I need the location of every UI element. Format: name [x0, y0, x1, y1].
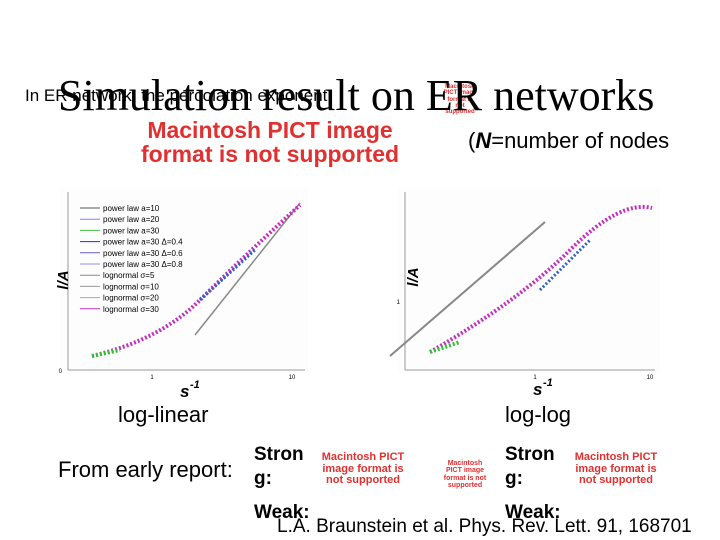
x-axis-label: s — [180, 382, 189, 401]
y-tick-label: 1 — [397, 300, 401, 306]
note-symbol: N — [475, 128, 492, 153]
y-axis-label: l/A — [405, 267, 422, 286]
legend-label: lognormal σ=30 — [103, 305, 159, 314]
legend-label: power law a=30 Δ=0.6 — [103, 249, 183, 258]
x-tick-label: 1 — [533, 375, 537, 381]
subtitle: In ER network, the percolation exponent — [25, 86, 328, 105]
curve — [91, 203, 302, 358]
legend-label: power law a=30 Δ=0.8 — [103, 260, 183, 269]
legend-label: lognormal σ=5 — [103, 271, 155, 280]
pict-placeholder: Macintosh PICT image format is not suppo… — [321, 451, 405, 487]
legend-label: power law a=20 — [103, 215, 160, 224]
x-tick-label: 10 — [289, 375, 296, 381]
legend-label: power law a=30 Δ=0.4 — [103, 238, 183, 247]
y-tick-label: 0 — [59, 369, 63, 375]
note-text: ( — [468, 128, 476, 153]
strong-label: Strong: — [254, 444, 304, 489]
right-plot: 1 1 10 l/A s -1 — [389, 188, 660, 399]
pict-placeholder: Macintosh PICT image format is not suppo… — [443, 460, 487, 490]
legend: power law a=10 power law a=20 power law a=… — [80, 204, 183, 314]
y-axis-label: l/A — [55, 270, 72, 289]
x-axis-label: s — [533, 380, 542, 399]
x-axis-label-exponent: -1 — [543, 377, 553, 389]
plot-frame — [60, 188, 308, 373]
legend-label: lognormal σ=20 — [103, 294, 159, 303]
pict-placeholder: Macintosh PICT image format is not suppo… — [140, 117, 400, 168]
caption: log-linear — [118, 402, 209, 427]
caption: log-log — [505, 402, 572, 427]
strong-label: Strong: — [505, 444, 555, 489]
legend-label: power law a=10 — [103, 204, 160, 213]
x-axis-label-exponent: -1 — [190, 379, 200, 391]
plot-frame — [398, 188, 660, 373]
pict-placeholder: Macintosh PICT image format is not suppo… — [574, 451, 658, 487]
pict-placeholder: Macintosh PICT image format is not suppo… — [443, 84, 477, 116]
early-report: From early report: — [58, 457, 233, 482]
slide-title: Simulation result on ER networks — [58, 71, 655, 120]
x-tick-label: 1 — [150, 375, 154, 381]
reference: L.A. Braunstein et al. Phys. Rev. Lett. … — [277, 516, 692, 537]
legend-label: lognormal σ=10 — [103, 282, 159, 291]
legend-label: power law a=30 — [103, 226, 160, 235]
note: (N=number of nodes — [468, 128, 669, 154]
x-tick-label: 10 — [647, 375, 654, 381]
reference-line — [389, 221, 546, 357]
curve — [91, 348, 121, 358]
curve — [429, 340, 461, 354]
reference-line — [194, 202, 301, 336]
weak-label: Weak: — [505, 502, 561, 523]
note-text: =number of nodes — [491, 128, 670, 153]
curve — [198, 248, 257, 302]
weak-label: Weak: — [254, 502, 310, 523]
